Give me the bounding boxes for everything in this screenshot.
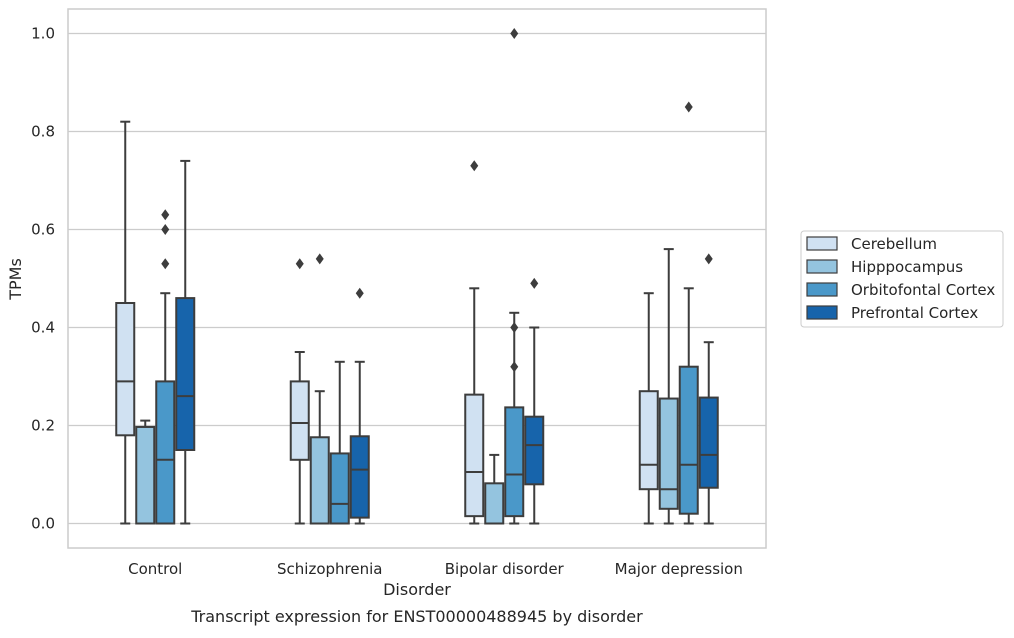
legend-swatch [806,259,838,274]
x-axis-title: Disorder [383,580,451,599]
box-iqr [115,302,136,437]
box-hipppocampus [135,419,156,525]
y-axis-title: TPMs [6,258,25,301]
box-prefrontal-cortex [524,277,545,525]
y-tick-label: 0.8 [31,123,55,141]
box-cerebellum [289,258,310,525]
x-tick-label: Major depression [615,560,743,578]
box-iqr [484,482,505,525]
box-orbitofontal-cortex [155,209,176,525]
box-iqr [349,435,370,519]
x-tick-label: Bipolar disorder [445,560,565,578]
box-hipppocampus [309,253,330,525]
outlier-point [510,28,519,39]
outlier-point [161,224,170,235]
legend: Cerebellum Hipppocampus Orbitofontal Corte… [800,230,1004,328]
y-tick-labels: 0.0 0.2 0.4 0.6 0.8 1.0 [31,25,55,533]
box-iqr [155,380,176,525]
outlier-point [510,361,519,373]
outlier-point [315,253,324,265]
box-orbitofontal-cortex [504,28,525,525]
box-iqr [175,297,196,451]
legend-swatch [806,282,838,297]
box-iqr [638,390,659,491]
outlier-point [530,277,539,289]
figure-caption: Transcript expression for ENST0000048894… [190,607,643,626]
outlier-point [355,287,364,299]
box-iqr [464,393,485,518]
outlier-point [470,160,479,172]
outlier-point [704,253,713,265]
box-cerebellum [638,292,659,525]
legend-swatch [806,305,838,320]
legend-label: Orbitofontal Cortex [851,281,995,299]
box-cerebellum [115,120,136,525]
box-iqr [135,425,156,525]
legend-label: Hipppocampus [851,258,963,276]
box-iqr [658,397,679,510]
box-iqr [329,452,350,525]
box-prefrontal-cortex [349,287,370,525]
box-prefrontal-cortex [175,159,196,525]
box-layer [115,28,719,525]
x-tick-labels: Control Schizophrenia Bipolar disorder Majo… [128,560,743,578]
outlier-point [684,101,693,113]
box-prefrontal-cortex [698,253,719,525]
box-iqr [309,436,330,525]
x-tick-label: Control [128,560,182,578]
legend-swatch [806,236,838,251]
box-cerebellum [464,160,485,525]
legend-label: Prefrontal Cortex [851,304,978,322]
box-iqr [524,415,545,486]
y-tick-label: 0.0 [31,515,55,533]
outlier-point [510,322,519,333]
box-iqr [289,380,310,461]
box-hipppocampus [484,453,505,525]
box-iqr [698,396,719,489]
legend-label: Cerebellum [851,235,937,253]
y-tick-label: 0.6 [31,221,55,239]
outlier-point [161,258,170,270]
box-orbitofontal-cortex [678,101,699,525]
box-orbitofontal-cortex [329,360,350,525]
y-tick-label: 0.4 [31,319,55,337]
outlier-point [295,258,304,270]
x-tick-label: Schizophrenia [277,560,382,578]
outlier-point [161,209,170,221]
legend-items: Cerebellum Hipppocampus Orbitofontal Corte… [806,235,995,322]
y-tick-label: 1.0 [31,25,55,43]
y-tick-label: 0.2 [31,417,55,435]
legend-frame [800,230,1004,328]
box-iqr [504,406,525,518]
box-hipppocampus [658,248,679,525]
box-iqr [678,365,699,515]
plot-frame [67,8,767,549]
